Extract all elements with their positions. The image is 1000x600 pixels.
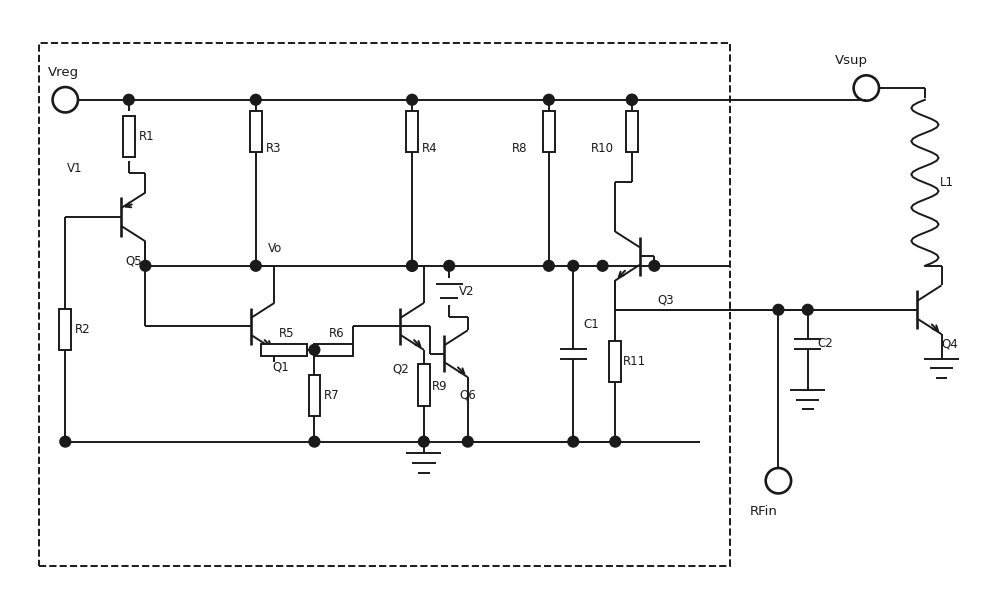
Text: R1: R1 [139, 130, 154, 143]
Circle shape [773, 304, 784, 315]
Text: Q1: Q1 [272, 361, 289, 374]
Circle shape [543, 260, 554, 271]
Text: Q6: Q6 [459, 388, 476, 401]
Circle shape [610, 436, 621, 447]
Circle shape [407, 94, 417, 105]
Circle shape [568, 260, 579, 271]
Bar [406, 112, 418, 152]
Circle shape [250, 94, 261, 105]
Circle shape [543, 94, 554, 105]
Circle shape [418, 436, 429, 447]
Text: R11: R11 [623, 355, 646, 368]
Text: Q3: Q3 [657, 293, 674, 307]
Text: V2: V2 [459, 285, 474, 298]
Text: L1: L1 [940, 176, 954, 189]
Text: R8: R8 [512, 142, 527, 155]
Circle shape [802, 304, 813, 315]
Bar [314, 344, 353, 356]
Circle shape [407, 260, 417, 271]
Bar [250, 112, 262, 152]
Circle shape [309, 436, 320, 447]
Text: R7: R7 [324, 389, 340, 402]
Bar [626, 112, 638, 152]
Bar [609, 341, 621, 382]
Circle shape [597, 260, 608, 271]
Text: Vreg: Vreg [48, 66, 79, 79]
Circle shape [462, 436, 473, 447]
Circle shape [60, 436, 71, 447]
Text: R6: R6 [329, 327, 345, 340]
Text: C2: C2 [817, 337, 833, 350]
Text: R4: R4 [422, 142, 437, 155]
Circle shape [407, 260, 417, 271]
Circle shape [568, 436, 579, 447]
Circle shape [309, 344, 320, 355]
Text: Q2: Q2 [393, 363, 409, 376]
Bar [418, 364, 430, 406]
Text: R2: R2 [75, 323, 91, 336]
Text: R9: R9 [432, 380, 447, 394]
Circle shape [444, 260, 455, 271]
Circle shape [140, 260, 151, 271]
Text: Q5: Q5 [126, 254, 142, 268]
Text: Vsup: Vsup [835, 54, 868, 67]
Text: C1: C1 [583, 318, 599, 331]
Bar [261, 344, 307, 356]
Circle shape [250, 260, 261, 271]
Text: R10: R10 [591, 142, 614, 155]
Text: R5: R5 [279, 327, 294, 340]
Circle shape [627, 94, 637, 105]
Bar [543, 112, 555, 152]
Bar [59, 309, 71, 350]
Text: RFin: RFin [750, 505, 778, 518]
Bar [123, 116, 135, 157]
Text: V1: V1 [67, 161, 83, 175]
Text: Vo: Vo [268, 242, 282, 255]
Text: Q4: Q4 [942, 337, 958, 350]
Circle shape [649, 260, 660, 271]
Circle shape [627, 94, 637, 105]
Circle shape [123, 94, 134, 105]
Bar [309, 375, 320, 416]
Bar [39, 43, 730, 566]
Text: R3: R3 [266, 142, 281, 155]
